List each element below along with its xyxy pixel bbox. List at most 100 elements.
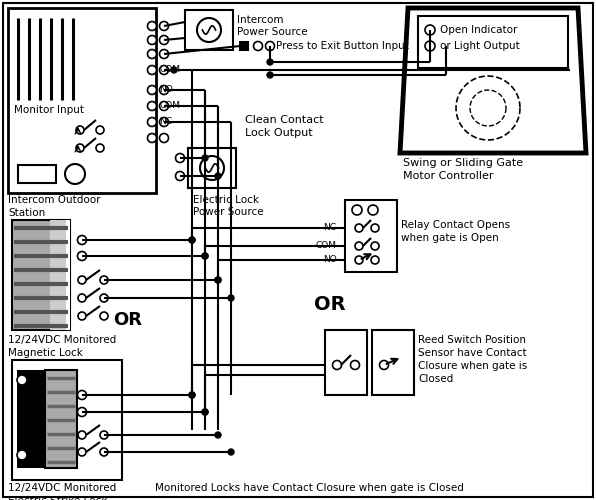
Circle shape xyxy=(228,449,234,455)
Bar xyxy=(50,220,66,330)
Bar xyxy=(240,42,248,50)
Text: or Light Output: or Light Output xyxy=(440,41,520,51)
Circle shape xyxy=(333,360,342,370)
Circle shape xyxy=(78,312,86,320)
Circle shape xyxy=(147,102,157,110)
Circle shape xyxy=(215,173,221,179)
Circle shape xyxy=(175,172,185,180)
Circle shape xyxy=(189,392,195,398)
Bar xyxy=(45,370,77,468)
Circle shape xyxy=(215,277,221,283)
Bar xyxy=(12,220,70,330)
Text: Monitored Locks have Contact Closure when gate is Closed: Monitored Locks have Contact Closure whe… xyxy=(155,483,464,493)
Text: OR: OR xyxy=(314,296,346,314)
Circle shape xyxy=(267,59,273,65)
Text: NC: NC xyxy=(323,224,336,232)
Text: Clean Contact: Clean Contact xyxy=(245,115,324,125)
Circle shape xyxy=(78,294,86,302)
Circle shape xyxy=(147,134,157,142)
Text: COM: COM xyxy=(315,242,336,250)
Circle shape xyxy=(147,118,157,126)
Circle shape xyxy=(160,66,169,74)
Bar xyxy=(345,200,397,272)
Text: Electric Strike Lock: Electric Strike Lock xyxy=(8,496,107,500)
Circle shape xyxy=(77,236,86,244)
Circle shape xyxy=(202,155,208,161)
Text: 12/24VDC Monitored: 12/24VDC Monitored xyxy=(8,335,116,345)
Circle shape xyxy=(78,276,86,284)
Text: Swing or Sliding Gate: Swing or Sliding Gate xyxy=(403,158,523,168)
Text: Relay Contact Opens: Relay Contact Opens xyxy=(401,220,510,230)
Text: Open Indicator: Open Indicator xyxy=(440,25,517,35)
Bar xyxy=(185,10,233,50)
Circle shape xyxy=(265,42,275,50)
Circle shape xyxy=(215,277,221,283)
Text: Intercom Outdoor: Intercom Outdoor xyxy=(8,195,101,205)
Circle shape xyxy=(160,86,169,94)
Bar xyxy=(325,330,367,395)
Circle shape xyxy=(371,256,379,264)
Circle shape xyxy=(77,252,86,260)
Circle shape xyxy=(160,102,169,110)
Circle shape xyxy=(147,86,157,94)
Circle shape xyxy=(425,41,435,51)
Text: COM: COM xyxy=(159,66,180,74)
Text: OR: OR xyxy=(113,311,142,329)
Text: Magnetic Lock: Magnetic Lock xyxy=(8,348,83,358)
Circle shape xyxy=(425,25,435,35)
Circle shape xyxy=(189,237,195,243)
Circle shape xyxy=(355,224,363,232)
Circle shape xyxy=(160,50,169,58)
Circle shape xyxy=(160,134,169,142)
Circle shape xyxy=(147,66,157,74)
Text: Closed: Closed xyxy=(418,374,453,384)
Circle shape xyxy=(171,67,177,73)
Circle shape xyxy=(371,224,379,232)
Circle shape xyxy=(76,126,84,134)
Text: Electric Lock: Electric Lock xyxy=(193,195,259,205)
Text: Motor Controller: Motor Controller xyxy=(403,171,493,181)
Circle shape xyxy=(189,237,195,243)
Circle shape xyxy=(253,42,262,50)
Circle shape xyxy=(100,294,108,302)
Circle shape xyxy=(197,18,221,42)
Text: Lock Output: Lock Output xyxy=(245,128,313,138)
Bar xyxy=(12,360,122,480)
Circle shape xyxy=(352,205,362,215)
Text: NO: NO xyxy=(159,86,173,94)
Bar xyxy=(372,330,414,395)
Text: when gate is Open: when gate is Open xyxy=(401,233,499,243)
Text: Monitor Input: Monitor Input xyxy=(14,105,84,115)
Text: Station: Station xyxy=(8,208,45,218)
Circle shape xyxy=(200,156,224,180)
Bar xyxy=(188,148,236,188)
Circle shape xyxy=(371,242,379,250)
Circle shape xyxy=(215,432,221,438)
Circle shape xyxy=(78,448,86,456)
Text: Press to Exit Button Input: Press to Exit Button Input xyxy=(276,41,409,51)
Circle shape xyxy=(96,144,104,152)
Circle shape xyxy=(76,144,84,152)
Circle shape xyxy=(100,276,108,284)
Circle shape xyxy=(267,72,273,78)
Circle shape xyxy=(380,360,389,370)
Circle shape xyxy=(78,431,86,439)
Circle shape xyxy=(160,36,169,44)
Text: NC: NC xyxy=(159,118,172,126)
Circle shape xyxy=(100,312,108,320)
Bar xyxy=(418,16,568,68)
Circle shape xyxy=(202,409,208,415)
Circle shape xyxy=(17,375,27,385)
Circle shape xyxy=(350,360,359,370)
Text: Intercom: Intercom xyxy=(237,15,284,25)
Circle shape xyxy=(147,50,157,58)
Text: Closure when gate is: Closure when gate is xyxy=(418,361,527,371)
Text: Power Source: Power Source xyxy=(237,27,308,37)
Text: Power Source: Power Source xyxy=(193,207,263,217)
Bar xyxy=(17,370,45,468)
Circle shape xyxy=(77,408,86,416)
Text: COM: COM xyxy=(159,102,180,110)
Text: Reed Switch Position: Reed Switch Position xyxy=(418,335,526,345)
Circle shape xyxy=(228,295,234,301)
Circle shape xyxy=(189,392,195,398)
